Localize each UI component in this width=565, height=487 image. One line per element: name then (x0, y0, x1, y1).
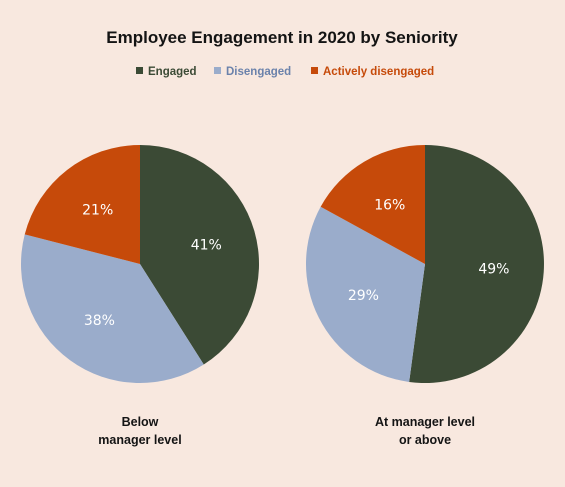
legend-label-engaged: Engaged (148, 66, 197, 78)
pie-1-label-disengaged: 38% (84, 313, 115, 329)
legend-swatch-actively-disengaged (311, 67, 318, 74)
legend-swatch-disengaged (214, 67, 221, 74)
pie-1-label-actively-disengaged: 21% (82, 203, 113, 219)
legend-swatch-engaged (136, 67, 143, 74)
pie-2-label-actively-disengaged: 16% (374, 198, 405, 214)
pie-2-caption-line-2: or above (399, 433, 451, 447)
legend-label-disengaged: Disengaged (226, 66, 291, 78)
legend: Engaged Disengaged Actively disengaged (136, 66, 434, 78)
legend-label-actively-disengaged: Actively disengaged (323, 66, 434, 78)
pie-1-slice-engaged (140, 145, 260, 365)
chart-title: Employee Engagement in 2020 by Seniority (106, 28, 458, 47)
pies-group: 41% 38% 21% Below manager level 49% 29% 16% At m… (21, 145, 544, 447)
pie-2-caption-line-1: At manager level (375, 415, 475, 429)
pie-1-caption-line-1: Below (122, 415, 159, 429)
pie-2-label-disengaged: 29% (348, 288, 379, 304)
pie-1-label-engaged: 41% (191, 238, 222, 254)
pie-1-slice-actively-disengaged (24, 145, 141, 264)
pie-2-slice-disengaged (305, 206, 425, 382)
pie-1-slice-disengaged (21, 234, 204, 384)
pie-2-slice-actively-disengaged (320, 145, 425, 264)
pie-2-slice-engaged (409, 145, 544, 383)
pie-2-label-engaged: 49% (478, 262, 509, 278)
pie-1-caption-line-2: manager level (98, 433, 181, 447)
pie-2: 49% 29% 16% At manager level or above (305, 145, 544, 447)
pie-1: 41% 38% 21% Below manager level (21, 145, 260, 447)
